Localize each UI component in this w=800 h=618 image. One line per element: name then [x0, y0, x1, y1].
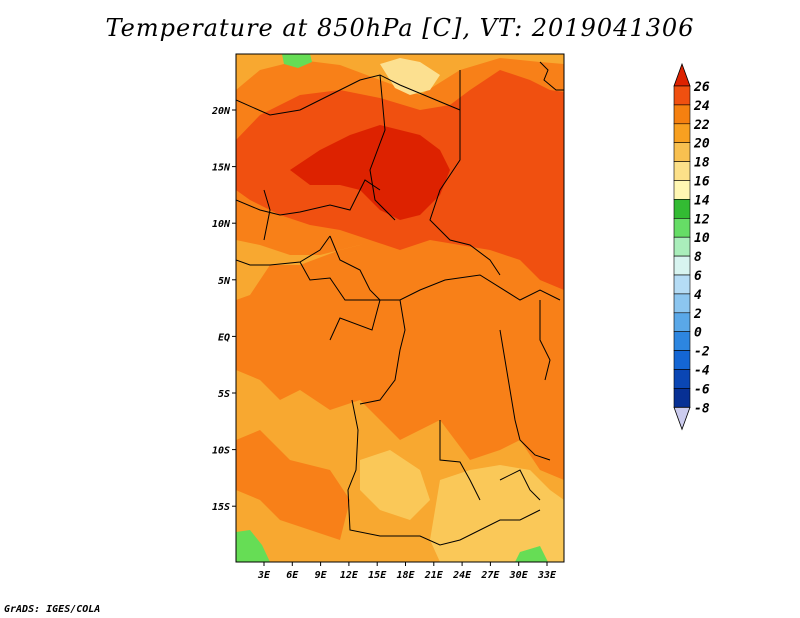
map-frame: [235, 53, 565, 563]
temperature-field: [236, 54, 564, 562]
colorbar-box: [673, 85, 691, 106]
colorbar-top-arrow: [673, 62, 691, 87]
colorbar-label: 26: [693, 80, 710, 95]
lat-tick-label: EQ: [218, 332, 230, 343]
colorbar-box: [673, 142, 691, 162]
lon-tick-label: 15E: [368, 570, 387, 581]
lat-tick-label: 15N: [212, 163, 231, 174]
lon-tick-label: 6E: [286, 570, 299, 581]
colorbar-box: [673, 388, 691, 408]
field-20-southwest: [236, 430, 350, 540]
lat-tick-label: 10S: [212, 446, 230, 457]
colorbar-label: 20: [693, 137, 710, 152]
lat-tick-label: 15S: [212, 502, 230, 513]
colorbar-label: 10: [694, 231, 710, 246]
lat-tick-label: 10N: [212, 219, 231, 230]
colorbar-box: [673, 255, 691, 276]
colorbar-box: [673, 199, 691, 219]
borders: [236, 61, 564, 546]
lon-tick-label: 30E: [509, 570, 529, 581]
colorbar-label: -8: [694, 401, 710, 416]
colorbar-label: 18: [694, 156, 710, 171]
field-14-north: [380, 58, 440, 95]
grads-credit: GrADS: IGES/COLA: [4, 604, 101, 615]
lat-tick-label: 20N: [211, 106, 231, 117]
lon-tick-label: 9E: [315, 570, 328, 581]
field-12-southeast: [515, 546, 548, 562]
colorbar-bottom-arrow: [673, 406, 691, 431]
colorbar-box: [673, 293, 691, 314]
colorbar-label: 16: [694, 175, 710, 190]
lon-tick-label: 12E: [340, 570, 359, 581]
colorbar-label: 24: [693, 99, 710, 114]
colorbar-box: [673, 331, 691, 351]
lon-tick-label: 27E: [480, 570, 500, 581]
colorbar-box: [673, 350, 691, 370]
colorbar-box: [673, 123, 691, 144]
lon-tick-label: 3E: [257, 570, 271, 581]
colorbar-box: [673, 218, 691, 238]
colorbar-label: 0: [694, 326, 702, 341]
colorbar-box: [673, 104, 691, 125]
colorbar-label: 6: [694, 269, 702, 284]
lat-tick-label: 5N: [218, 276, 231, 287]
lon-tick-label: 18E: [396, 570, 415, 581]
colorbar-box: [673, 312, 691, 332]
lat-tick-label: 5S: [218, 389, 230, 400]
colorbar-label: 8: [694, 250, 702, 265]
colorbar-box: [673, 274, 691, 295]
colorbar-label: 2: [693, 307, 702, 322]
colorbar-label: 22: [693, 118, 710, 133]
field-12-southwest: [236, 530, 270, 562]
colorbar-label: -2: [694, 345, 710, 360]
colorbar-box: [673, 180, 691, 200]
field-12-northwest: [282, 54, 312, 68]
colorbar-box: [673, 161, 691, 181]
lon-tick-label: 24E: [452, 570, 472, 581]
field-16-southcentral: [360, 450, 430, 520]
colorbar-box: [673, 236, 691, 257]
colorbar-box: [673, 369, 691, 389]
colorbar-label: -6: [694, 382, 710, 397]
latitude-axis: 20N 15N 10N 5N EQ 5S 10S 15S: [211, 106, 236, 513]
longitude-axis: 3E 6E 9E 12E 15E 18E 21E 24E 27E 30E 33E: [257, 562, 557, 581]
lon-tick-label: 33E: [537, 570, 557, 581]
colorbar-label: 14: [694, 193, 710, 208]
colorbar-label: 12: [694, 212, 710, 227]
lon-tick-label: 21E: [424, 570, 444, 581]
field-20-central: [236, 230, 564, 480]
colorbar-label: -4: [694, 364, 710, 379]
chart-title: Temperature at 850hPa [C], VT: 201904130…: [105, 14, 695, 42]
colorbar-label: 4: [694, 288, 702, 303]
